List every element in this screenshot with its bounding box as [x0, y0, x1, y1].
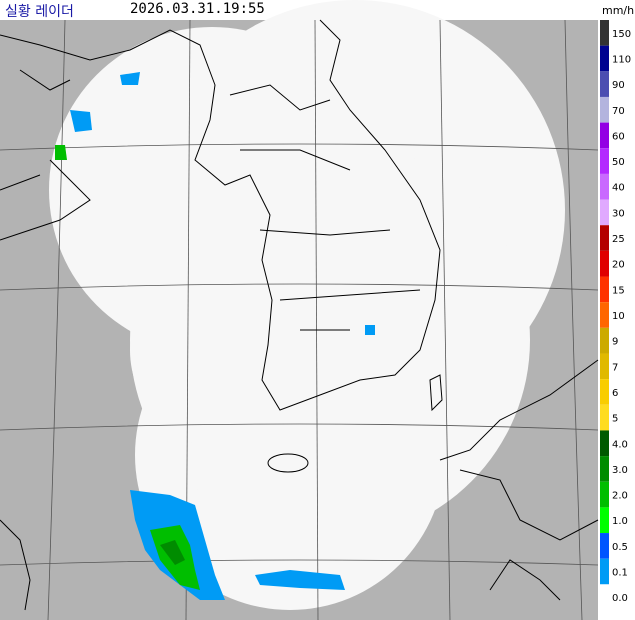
rain-area	[365, 325, 375, 335]
legend-label: 30	[612, 208, 625, 219]
unit: mm/h	[602, 4, 635, 17]
legend-label: 110	[612, 54, 631, 65]
legend-swatch	[600, 122, 609, 149]
legend-label: 5	[612, 414, 618, 425]
legend-label: 70	[612, 106, 625, 117]
legend-swatch	[600, 430, 609, 457]
legend-swatch	[600, 199, 609, 226]
legend-swatch	[600, 148, 609, 174]
rain-area	[55, 145, 67, 160]
legend-swatch	[600, 225, 609, 251]
legend-swatch	[600, 71, 609, 97]
legend-swatch	[600, 481, 609, 508]
legend-swatch	[600, 558, 609, 585]
precipitation	[55, 72, 375, 600]
title: 실황 레이더	[5, 4, 74, 20]
legend-label: 10	[612, 311, 625, 322]
legend-label: 60	[612, 131, 625, 142]
legend-label: 0.5	[612, 542, 628, 553]
legend-label: 15	[612, 285, 625, 296]
legend-label: 150	[612, 29, 631, 40]
legend-label: 90	[612, 80, 625, 91]
legend-label: 40	[612, 183, 625, 194]
legend-swatch	[600, 20, 609, 46]
rain-area	[255, 570, 345, 590]
legend-label: 0.0	[612, 593, 628, 604]
legend-label: 25	[612, 234, 625, 245]
legend-swatch	[600, 302, 609, 328]
timestamp: 2026.03.31.19:55	[130, 1, 265, 17]
coastlines	[0, 19, 599, 611]
legend-label: 7	[612, 362, 618, 373]
legend-label: 6	[612, 388, 618, 399]
rain-area	[120, 72, 140, 85]
legend: 150 110 90 70 60 50 40 30 25 20 15 10 9 7 6 5 4.0 3.0 2.0 1…	[600, 20, 631, 610]
legend-swatch	[600, 276, 609, 303]
legend-swatch	[600, 353, 609, 380]
legend-swatch	[600, 45, 609, 72]
legend-label: 3.0	[612, 465, 628, 476]
rain-area	[160, 540, 185, 565]
legend-swatch	[600, 379, 609, 405]
legend-label: 9	[612, 337, 618, 348]
legend-label: 50	[612, 157, 625, 168]
rain-area	[70, 110, 92, 132]
legend-swatch	[600, 250, 609, 277]
legend-label: 2.0	[612, 491, 628, 502]
legend-label: 4.0	[612, 439, 628, 450]
legend-label: 20	[612, 260, 625, 271]
legend-swatch	[600, 404, 609, 431]
legend-swatch	[600, 456, 609, 482]
legend-swatch	[600, 173, 609, 200]
legend-swatch	[600, 533, 609, 559]
legend-label: 1.0	[612, 516, 628, 527]
legend-swatch	[600, 584, 609, 610]
legend-swatch	[600, 96, 609, 123]
legend-label: 0.1	[612, 568, 628, 579]
legend-swatch	[600, 507, 609, 534]
legend-swatch	[600, 327, 609, 354]
radar-coverage	[49, 0, 565, 610]
